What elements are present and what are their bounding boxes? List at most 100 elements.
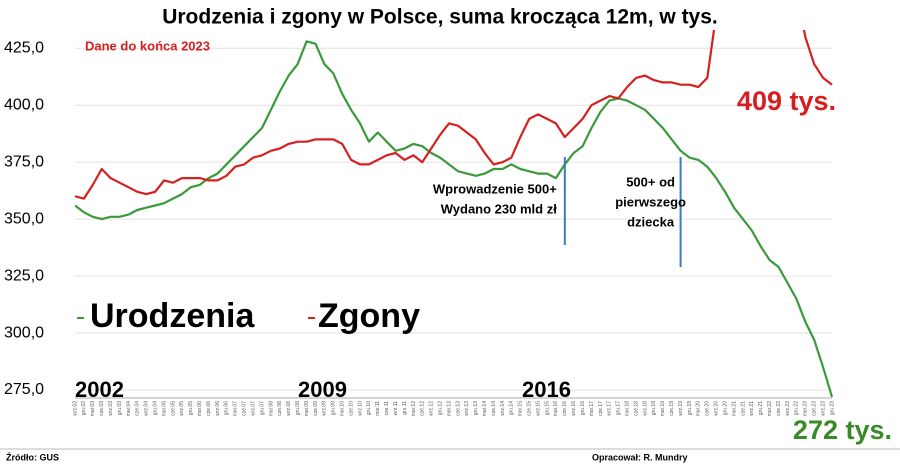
- x-tick-label: gru.08: [295, 401, 301, 415]
- x-tick-label: wrz.21: [749, 401, 755, 416]
- x-tick-label: gru.17: [616, 401, 622, 415]
- x-tick-label: wrz.19: [678, 401, 684, 416]
- x-tick-label: gru.16: [580, 401, 586, 415]
- plot-area: [75, 30, 834, 398]
- x-tick-label: cze.21: [740, 401, 746, 416]
- x-tick-label: gru.11: [402, 401, 408, 415]
- x-tick-label: mar.17: [589, 401, 595, 417]
- x-tick-label: cze.08: [277, 401, 283, 416]
- x-tick-label: wrz.20: [714, 401, 720, 416]
- x-tick-label: cze.12: [420, 401, 426, 416]
- x-tick-label: gru.05: [188, 401, 194, 415]
- x-tick-label: wrz.06: [215, 401, 221, 416]
- x-tick-label: cze.19: [669, 401, 675, 416]
- x-tick-label: mar.09: [304, 401, 310, 417]
- x-tick-label: mar.20: [696, 401, 702, 417]
- x-tick-label: mar.08: [268, 401, 274, 417]
- author: Opracował: R. Mundry: [592, 452, 688, 462]
- x-tick-label: mar.21: [731, 401, 737, 417]
- x-tick-label: cze.15: [527, 401, 533, 416]
- source: Źródło: GUS: [6, 452, 59, 462]
- x-tick-label: wrz.15: [535, 401, 541, 416]
- x-tick-label: gru.07: [259, 401, 265, 415]
- x-tick-label: gru.03: [117, 401, 123, 415]
- x-tick-label: wrz.09: [322, 401, 328, 416]
- x-tick-label: cze.04: [135, 401, 141, 416]
- x-tick-label: mar.07: [233, 401, 239, 417]
- x-tick-label: mar.16: [553, 401, 559, 417]
- x-tick-label: cze.07: [242, 401, 248, 416]
- x-tick-label: wrz.18: [642, 401, 648, 416]
- y-tick-label: 275,0: [4, 381, 44, 398]
- x-tick-label: mar.03: [90, 401, 96, 417]
- x-tick-label: mar.11: [375, 401, 381, 416]
- x-tick-label: wrz.17: [607, 401, 613, 416]
- x-tick-label: gru.04: [152, 401, 158, 415]
- x-tick-label: mar.13: [446, 401, 452, 417]
- x-tick-label: gru.06: [224, 401, 230, 415]
- x-tick-label: cze.10: [348, 401, 354, 416]
- y-tick-label: 375,0: [4, 153, 44, 170]
- end-label: 409 tys.: [737, 86, 836, 116]
- x-tick-label: cze.18: [633, 401, 639, 416]
- series-line: [75, 30, 833, 200]
- y-tick-label: 300,0: [4, 324, 44, 341]
- y-tick-label: 400,0: [4, 96, 44, 113]
- x-tick-label: cze.22: [776, 401, 782, 416]
- annotation-text: Wydano 230 mld zł: [441, 201, 557, 216]
- y-tick-label: 350,0: [4, 210, 44, 227]
- end-label: 272 tys.: [793, 415, 892, 445]
- x-tick-label: cze.16: [562, 401, 568, 416]
- x-tick-label: wrz.16: [571, 401, 577, 416]
- x-tick-label: gru.02: [81, 401, 87, 415]
- x-tick-label: mar.23: [803, 401, 809, 417]
- x-tick-label: gru.22: [794, 401, 800, 415]
- x-tick-label: gru.10: [366, 401, 372, 415]
- x-tick-label: wrz.04: [144, 401, 150, 416]
- x-tick-label: gru.12: [437, 401, 443, 415]
- chart-title: Urodzenia i zgony w Polsce, suma krocząc…: [162, 6, 718, 29]
- x-tick-label: cze.06: [206, 401, 212, 416]
- x-tick-label: wrz.08: [286, 401, 292, 416]
- x-tick-label: gru.14: [509, 401, 515, 415]
- x-tick-label: mar.15: [518, 401, 524, 417]
- x-tick-label: mar.19: [660, 401, 666, 417]
- x-tick-label: wrz.23: [820, 401, 826, 416]
- x-tick-label: wrz.02: [72, 401, 78, 416]
- x-tick-label: wrz.13: [464, 401, 470, 416]
- x-tick-label: gru.15: [544, 401, 550, 415]
- x-tick-label: wrz.05: [179, 401, 185, 416]
- x-tick-label: wrz.07: [250, 401, 256, 416]
- x-tick-label: wrz.12: [429, 401, 435, 416]
- x-tick-label: cze.20: [705, 401, 711, 416]
- x-tick-label: gru.21: [758, 401, 764, 415]
- x-tick-label: mar.14: [482, 401, 488, 417]
- x-tick-label: cze.14: [491, 401, 497, 416]
- x-tick-label: wrz.22: [785, 401, 791, 416]
- x-tick-label: gru.23: [829, 401, 835, 415]
- x-tick-label: gru.18: [651, 401, 657, 415]
- legend-label: Zgony: [318, 297, 420, 335]
- x-tick-label: mar.12: [411, 401, 417, 417]
- x-tick-label: cze.03: [99, 401, 105, 416]
- annotation-text: pierwszego: [615, 194, 686, 209]
- annotation-text: 500+ od: [626, 174, 675, 189]
- x-tick-label: mar.04: [126, 401, 132, 417]
- y-tick-label: 425,0: [4, 39, 44, 56]
- x-tick-label: mar.18: [624, 401, 630, 417]
- legend-label: Urodzenia: [90, 297, 255, 335]
- x-tick-label: mar.05: [161, 401, 167, 417]
- x-tick-label: cze.17: [598, 401, 604, 416]
- x-tick-label: cze.09: [313, 401, 319, 416]
- x-tick-label: gru.13: [473, 401, 479, 415]
- x-tick-label: wrz.14: [500, 401, 506, 416]
- y-tick-label: 325,0: [4, 267, 44, 284]
- x-tick-label: cze.23: [812, 401, 818, 416]
- x-tick-label: wrz.10: [357, 401, 363, 416]
- x-tick-label: mar.06: [197, 401, 203, 417]
- x-tick-label: wrz.03: [108, 401, 114, 416]
- x-tick-label: cze.11: [384, 401, 390, 416]
- x-tick-label: wrz.11: [393, 401, 399, 416]
- x-tick-label: mar.22: [767, 401, 773, 417]
